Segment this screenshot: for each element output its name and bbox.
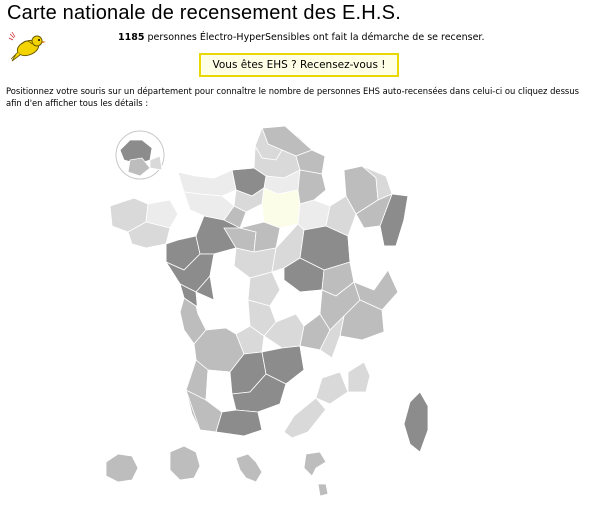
department-region[interactable] xyxy=(119,139,153,165)
department-region[interactable] xyxy=(105,453,139,483)
register-button[interactable]: Vous êtes EHS ? Recensez-vous ! xyxy=(199,53,399,77)
department-region[interactable] xyxy=(297,199,331,231)
department-region[interactable] xyxy=(261,187,301,229)
ehs-count-summary: 1185 personnes Électro-HyperSensibles on… xyxy=(118,32,485,43)
department-region[interactable] xyxy=(317,483,329,497)
department-region[interactable] xyxy=(169,445,201,481)
mainland-france xyxy=(109,125,429,453)
department-region[interactable] xyxy=(235,453,263,483)
canary-bird-icon xyxy=(8,31,46,62)
department-region[interactable] xyxy=(295,149,326,175)
department-region[interactable] xyxy=(403,391,429,453)
department-region[interactable] xyxy=(205,369,233,413)
ehs-count-text: personnes Électro-HyperSensibles ont fai… xyxy=(144,32,485,43)
department-region[interactable] xyxy=(127,157,151,177)
department-region[interactable] xyxy=(325,195,357,237)
department-region[interactable] xyxy=(303,451,327,477)
map-instructions: Positionnez votre souris sur un départem… xyxy=(6,86,579,108)
department-region[interactable] xyxy=(149,155,163,171)
paris-inset xyxy=(115,130,165,180)
overseas-territories xyxy=(105,445,329,497)
department-region[interactable] xyxy=(299,345,333,379)
ehs-count-number: 1185 xyxy=(118,32,145,43)
page-title: Carte nationale de recensement des E.H.S… xyxy=(7,2,401,24)
